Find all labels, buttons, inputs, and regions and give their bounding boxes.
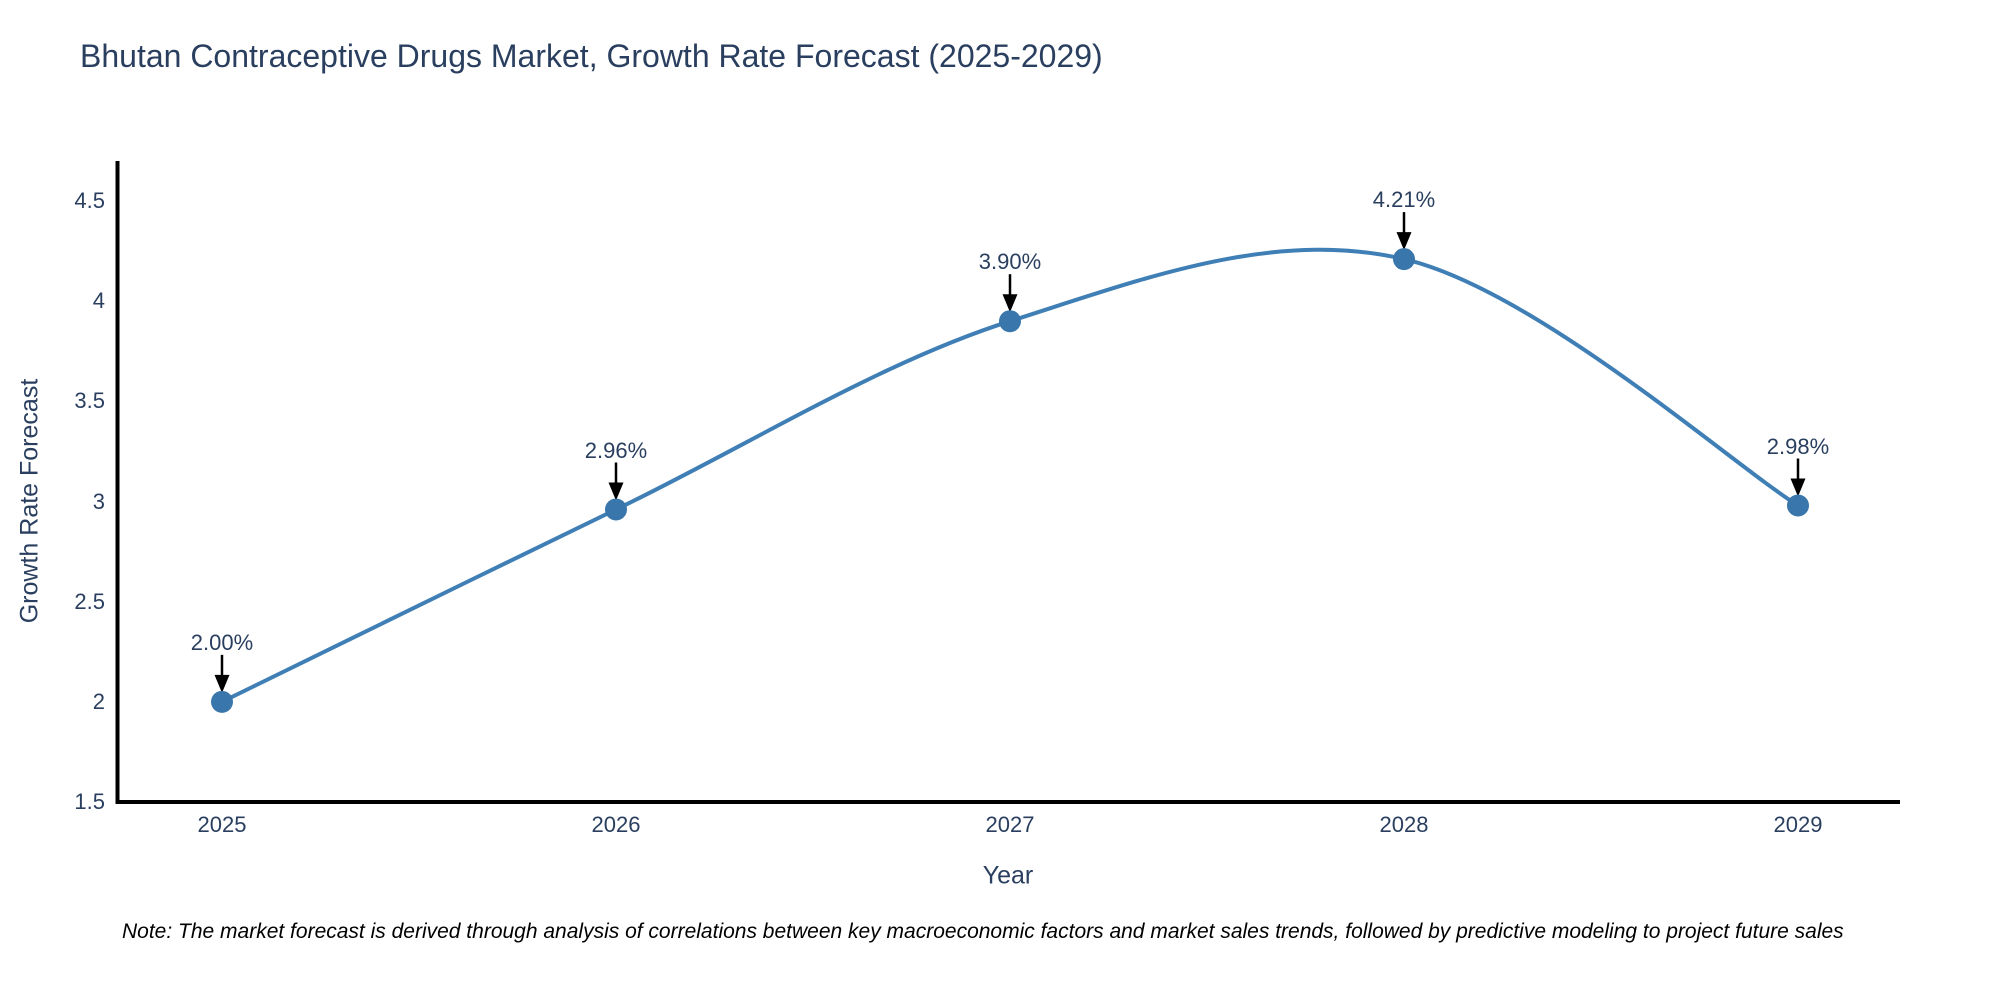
x-tick-label: 2026 bbox=[591, 812, 641, 837]
data-point-value-label: 4.21% bbox=[1372, 187, 1436, 213]
annotation-arrowhead bbox=[214, 674, 230, 693]
x-axis-title: Year bbox=[982, 861, 1034, 890]
y-tick-label: 1.5 bbox=[74, 789, 105, 814]
data-point-value-label: 2.96% bbox=[584, 437, 648, 463]
x-tick-label: 2025 bbox=[197, 812, 247, 837]
x-tick-label: 2028 bbox=[1379, 812, 1429, 837]
chart-title: Bhutan Contraceptive Drugs Market, Growt… bbox=[80, 38, 1103, 74]
data-point-value-label: 3.90% bbox=[978, 249, 1042, 275]
annotation-arrowhead bbox=[1002, 294, 1018, 313]
data-point-marker bbox=[999, 310, 1021, 333]
annotation-arrowhead bbox=[1396, 232, 1412, 251]
data-point-marker bbox=[605, 498, 627, 521]
data-point-marker bbox=[1787, 494, 1809, 517]
x-tick-label: 2029 bbox=[1773, 812, 1823, 837]
y-tick-label: 4.5 bbox=[74, 188, 105, 213]
y-tick-label: 2.5 bbox=[74, 588, 105, 614]
footnote: Note: The market forecast is derived thr… bbox=[122, 920, 1844, 943]
y-tick-label: 4 bbox=[92, 288, 105, 314]
y-tick-label: 3.5 bbox=[74, 388, 105, 414]
annotation-arrowhead bbox=[608, 482, 624, 501]
data-point-value-label: 2.00% bbox=[190, 629, 254, 655]
axis-lines bbox=[115, 161, 1900, 804]
y-tick-label: 2 bbox=[92, 688, 105, 714]
data-point-value-label: 2.98% bbox=[1766, 433, 1830, 459]
x-tick-label: 2027 bbox=[985, 812, 1035, 837]
data-point-marker bbox=[1393, 248, 1415, 271]
annotation-arrowhead bbox=[1790, 478, 1806, 497]
y-tick-label: 3 bbox=[92, 488, 105, 514]
data-point-marker bbox=[211, 690, 233, 713]
